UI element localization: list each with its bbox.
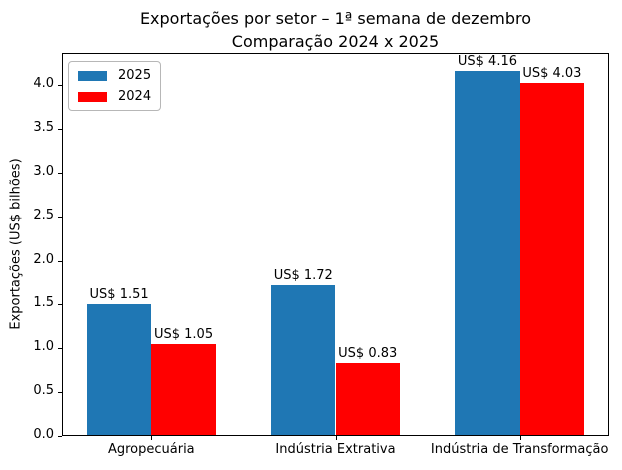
y-tick-label: 2.0	[33, 251, 54, 267]
y-tick-mark	[58, 216, 62, 218]
legend: 2025 2024	[68, 61, 162, 111]
x-tick-label: Indústria Extrativa	[275, 442, 396, 457]
y-tick-mark	[58, 129, 62, 131]
y-tick-mark	[58, 348, 62, 350]
chart-title: Exportações por setor – 1ª semana de dez…	[139, 9, 532, 51]
y-tick-mark	[58, 172, 62, 174]
y-tick-mark	[58, 260, 62, 262]
y-tick-label: 0.5	[33, 383, 54, 399]
legend-label-2024: 2024	[118, 89, 152, 104]
bar-2024-3	[519, 82, 585, 436]
y-tick-mark	[58, 304, 62, 306]
bar-2025-1	[86, 303, 152, 436]
bar-value-label: US$ 4.03	[522, 65, 582, 81]
legend-label-2025: 2025	[118, 68, 152, 83]
legend-item-2024: 2024	[78, 89, 151, 104]
y-tick-label: 2.5	[33, 207, 54, 223]
bar-value-label: US$ 1.72	[273, 268, 333, 284]
y-tick-mark	[58, 436, 62, 437]
bar-2025-3	[455, 71, 520, 436]
bar-2024-2	[335, 363, 400, 436]
bar-2024-1	[151, 343, 216, 436]
x-tick-mark	[519, 436, 521, 440]
y-tick-label: 1.0	[33, 339, 54, 355]
x-tick-mark	[151, 436, 153, 440]
x-tick-label: Indústria de Transformação	[430, 442, 609, 457]
bar-value-label: US$ 1.51	[89, 286, 149, 302]
legend-swatch-2024	[78, 91, 107, 102]
legend-item-2025: 2025	[78, 68, 151, 83]
bar-2025-2	[271, 285, 336, 436]
x-tick-label: Agropecuária	[107, 442, 195, 457]
legend-swatch-2025	[78, 70, 107, 81]
y-tick-label: 3.5	[33, 120, 54, 136]
y-tick-mark	[58, 85, 62, 87]
bar-value-label: US$ 1.05	[153, 326, 214, 342]
y-tick-label: 1.5	[33, 295, 54, 311]
bar-value-label: US$ 0.83	[338, 346, 398, 362]
x-tick-mark	[335, 436, 337, 440]
bar-value-label: US$ 4.16	[457, 54, 517, 70]
y-tick-mark	[58, 392, 62, 394]
y-tick-label: 0.0	[33, 427, 54, 442]
y-tick-label: 3.0	[33, 163, 54, 179]
y-tick-label: 4.0	[33, 76, 54, 92]
